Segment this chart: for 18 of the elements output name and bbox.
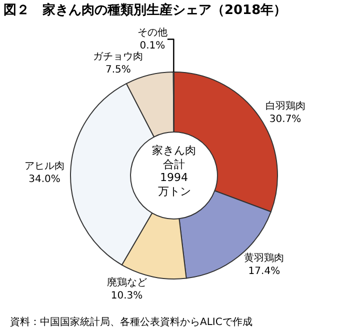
data-label: 0.1% (140, 40, 166, 52)
text: 資料：中国国家統計局、各種公表資料からALICで作成 (10, 316, 252, 328)
data-label: 10.3% (110, 290, 143, 302)
slice-label: 廃鶏など (106, 276, 147, 288)
text: 万トン (158, 185, 191, 198)
chart-title: 図２ 家きん肉の種類別生産シェア（2018年） (3, 2, 287, 18)
slice-label: アヒル肉 (24, 160, 65, 172)
slice-label: 黄羽鶏肉 (244, 252, 284, 264)
slice-label: ガチョウ肉 (93, 52, 144, 63)
slice-label: その他 (137, 26, 168, 39)
text: 合計 (163, 158, 185, 171)
slice-label: 白羽鶏肉 (265, 100, 306, 112)
text: 家きん肉 (152, 144, 196, 157)
data-label: 7.5% (106, 64, 131, 76)
data-label: 17.4% (248, 266, 280, 278)
text: 1994 (160, 171, 188, 184)
data-label: 34.0% (28, 174, 60, 185)
data-label: 30.7% (269, 114, 302, 125)
